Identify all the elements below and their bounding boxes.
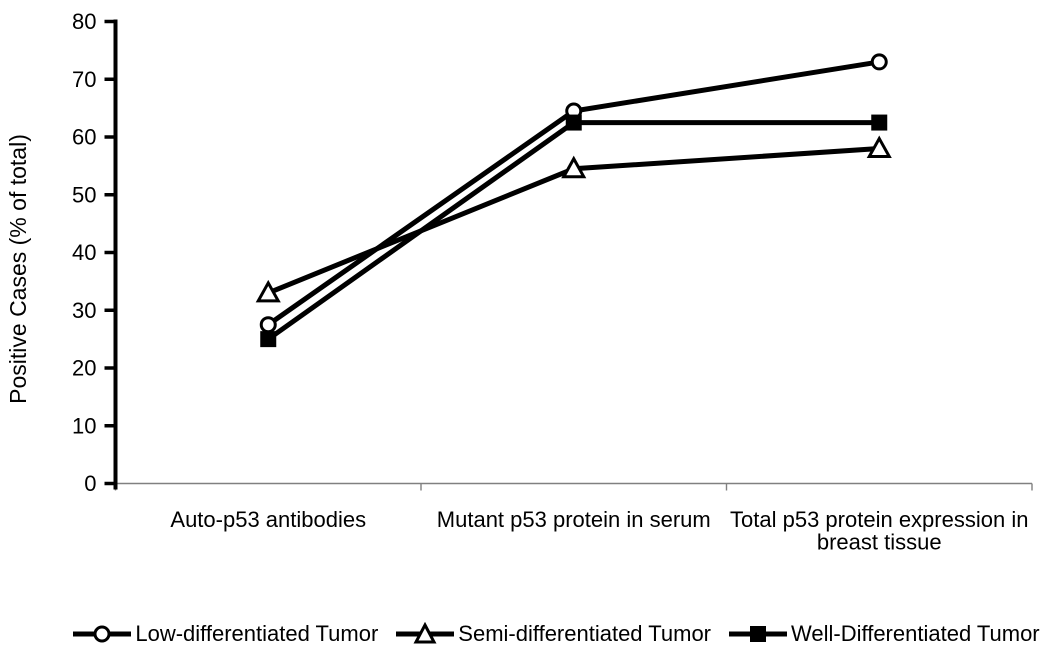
y-tick-label: 80 (72, 9, 96, 34)
filled-square-legend-marker-icon (729, 626, 788, 642)
x-category-label: Auto-p53 antibodies (170, 507, 366, 532)
x-category-label: Total p53 protein expression in breast ti… (730, 507, 1028, 555)
open-circle-legend-marker-icon (73, 625, 132, 643)
legend-label: Semi-differentiated Tumor (458, 621, 712, 646)
y-tick-label: 60 (72, 125, 96, 150)
legend-entry: Low-differentiated Tumor (73, 622, 378, 646)
line-chart-plot-area: 0 10 20 30 40 50 60 70 80 Auto-p53 antibodies Muta… (5, 9, 1033, 555)
y-tick-label: 40 (72, 240, 96, 265)
open-circle-marker-icon (870, 53, 888, 71)
y-tick-label: 50 (72, 182, 96, 207)
open-triangle-marker-icon (255, 279, 281, 303)
filled-square-marker-icon (260, 331, 277, 348)
y-tick-label: 70 (72, 67, 96, 92)
y-tick-label: 20 (72, 356, 96, 381)
chart-legend: Low-differentiated Tumor Semi-differentia… (25, 622, 1063, 646)
open-circle-marker-icon (259, 316, 277, 334)
legend-entry: Semi-differentiated Tumor (396, 622, 711, 646)
y-tick-label: 30 (72, 298, 96, 323)
open-triangle-marker-icon (866, 135, 892, 159)
filled-square-marker-icon (871, 114, 888, 131)
series-line-0 (266, 59, 880, 327)
filled-square-marker-icon (565, 114, 582, 131)
x-category-label: Mutant p53 protein in serum (437, 507, 711, 532)
y-tick-label: 10 (72, 413, 96, 438)
legend-entry: Well-Differentiated Tumor (729, 622, 1040, 646)
y-tick-label: 0 (84, 471, 96, 496)
open-triangle-marker-icon (561, 155, 587, 179)
legend-label: Well-Differentiated Tumor (791, 621, 1040, 646)
open-triangle-legend-marker-icon (396, 622, 455, 644)
y-axis-title: Positive Cases (% of total) (5, 134, 31, 404)
legend-label: Low-differentiated Tumor (135, 621, 379, 646)
